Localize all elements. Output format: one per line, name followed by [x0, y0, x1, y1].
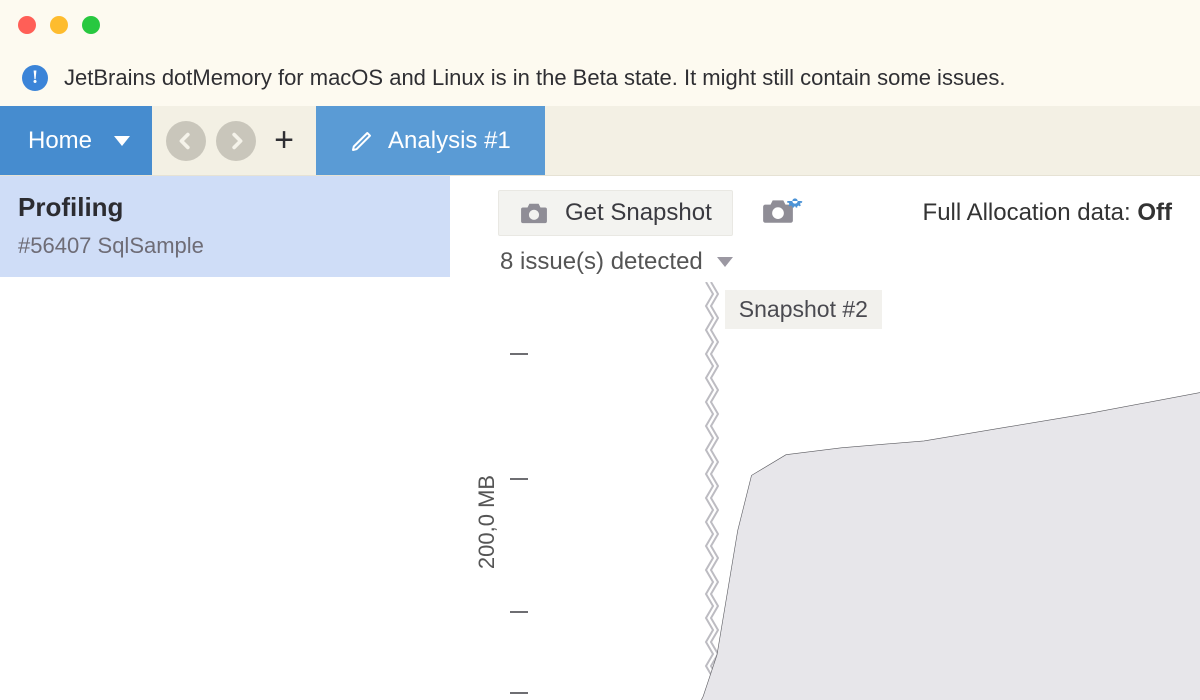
y-tick: [510, 478, 528, 480]
y-tick: [510, 611, 528, 613]
issues-dropdown[interactable]: 8 issue(s) detected: [450, 240, 1200, 286]
tab-strip: Home + Analysis #1: [0, 106, 1200, 176]
tab-home[interactable]: Home: [0, 106, 152, 175]
get-snapshot-button[interactable]: Get Snapshot: [498, 190, 733, 236]
window-titlebar: [0, 0, 1200, 50]
snapshot-settings-button[interactable]: [761, 197, 801, 229]
allocation-status: Full Allocation data: Off: [923, 199, 1172, 227]
nav-forward-button[interactable]: [216, 121, 256, 161]
pencil-icon: [350, 129, 374, 153]
beta-banner: ! JetBrains dotMemory for macOS and Linu…: [0, 50, 1200, 106]
sidebar-item-subtitle: #56407 SqlSample: [18, 233, 432, 259]
chevron-down-icon: [717, 257, 733, 267]
sidebar-item-title: Profiling: [18, 192, 432, 223]
traffic-light-close-icon[interactable]: [18, 16, 36, 34]
issues-text: 8 issue(s) detected: [500, 248, 703, 276]
traffic-light-zoom-icon[interactable]: [82, 16, 100, 34]
main-panel: Get Snapshot Full Allocation data: Off 8…: [450, 176, 1200, 700]
chevron-down-icon: [114, 136, 130, 146]
nav-back-button[interactable]: [166, 121, 206, 161]
new-tab-button[interactable]: +: [266, 121, 302, 160]
gear-icon: [787, 193, 803, 209]
y-tick: [510, 692, 528, 694]
camera-icon: [519, 201, 549, 225]
banner-text: JetBrains dotMemory for macOS and Linux …: [64, 65, 1006, 91]
allocation-prefix: Full Allocation data:: [923, 199, 1138, 226]
sidebar: Profiling #56407 SqlSample: [0, 176, 450, 700]
arrow-left-icon: [175, 130, 197, 152]
nav-buttons: +: [152, 106, 316, 175]
main-toolbar: Get Snapshot Full Allocation data: Off: [450, 176, 1200, 240]
chart-plot: [510, 296, 1200, 700]
memory-chart: 200,0 MB Snapshot #2: [450, 296, 1200, 700]
tab-home-label: Home: [28, 127, 92, 155]
arrow-right-icon: [225, 130, 247, 152]
info-icon: !: [22, 65, 48, 91]
y-axis-label: 200,0 MB: [474, 475, 500, 569]
sidebar-item-profiling[interactable]: Profiling #56407 SqlSample: [0, 176, 450, 277]
traffic-light-minimize-icon[interactable]: [50, 16, 68, 34]
get-snapshot-label: Get Snapshot: [565, 199, 712, 227]
tab-analysis[interactable]: Analysis #1: [316, 106, 545, 175]
allocation-state: Off: [1137, 199, 1172, 226]
tab-analysis-label: Analysis #1: [388, 127, 511, 155]
y-tick: [510, 353, 528, 355]
